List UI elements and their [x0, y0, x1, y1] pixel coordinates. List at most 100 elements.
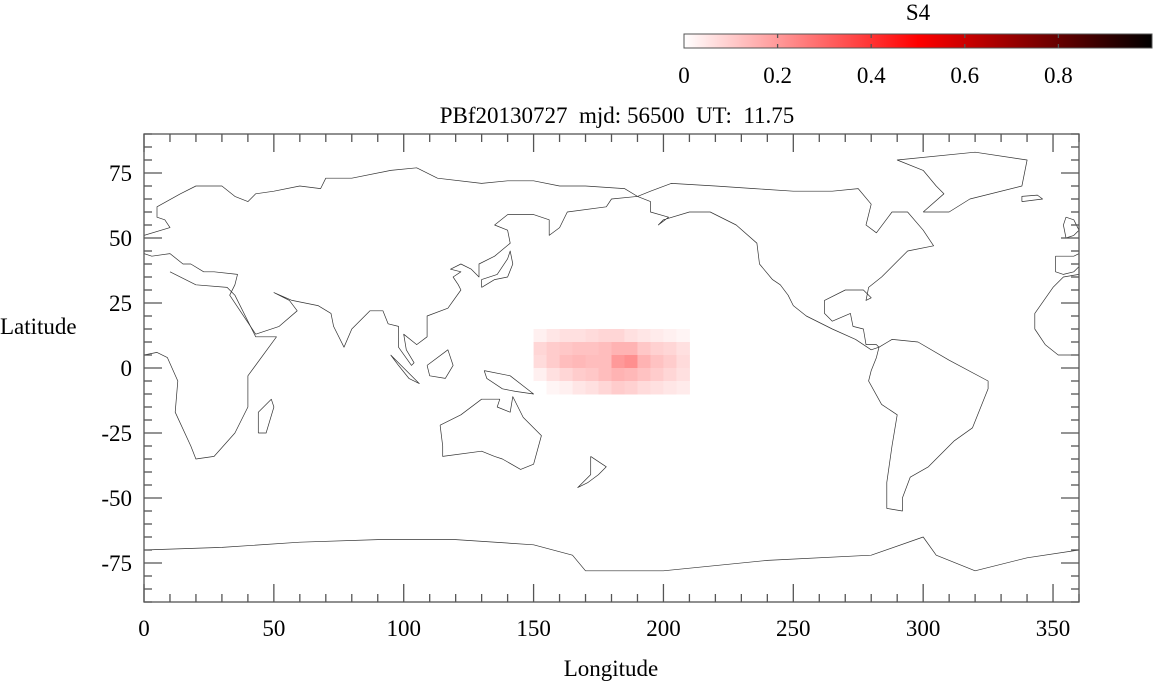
y-axis-label: Latitude — [0, 314, 77, 339]
heatmap-cell — [598, 329, 612, 343]
heatmap-cell — [572, 342, 587, 356]
heatmap-cell — [572, 381, 587, 395]
x-tick-label: 100 — [386, 616, 421, 641]
colorbar: S4 0 0.2 0.4 0.6 0.8 — [678, 0, 1153, 88]
heatmap-cell — [585, 368, 600, 382]
heatmap-cell — [611, 342, 625, 356]
heatmap-cell — [611, 368, 625, 382]
coastline-africa-east — [144, 271, 277, 460]
heatmap-cell — [533, 355, 548, 369]
heatmap-cell — [598, 381, 612, 395]
heatmap-cell — [663, 355, 677, 369]
heatmap-cell — [572, 355, 587, 369]
heatmap-cell — [572, 368, 587, 382]
heatmap-cell — [546, 368, 561, 382]
x-tick-label: 350 — [1036, 616, 1071, 641]
coastline-iberia — [1055, 253, 1079, 275]
y-tick-label: -75 — [101, 551, 132, 576]
heatmap-cell — [624, 329, 638, 343]
coastline-antarctica — [144, 536, 1079, 572]
heatmap-cell — [663, 342, 677, 356]
heatmap-cell — [533, 342, 548, 356]
heatmap-cell — [546, 355, 561, 369]
heatmap-cell — [598, 368, 612, 382]
heatmap-cells — [533, 329, 690, 395]
heatmap-cell — [676, 355, 690, 369]
heatmap-cell — [611, 381, 625, 395]
heatmap-cell — [676, 381, 690, 395]
heatmap-cell — [585, 355, 600, 369]
y-tick-label: -25 — [101, 421, 132, 446]
coastline-britain — [1063, 216, 1079, 239]
coastline-iceland — [1021, 194, 1043, 202]
heatmap-cell — [637, 329, 651, 343]
coastline-africa-west — [1034, 274, 1079, 356]
heatmap-cell — [637, 342, 651, 356]
y-tick-label: 25 — [109, 291, 132, 316]
heatmap-cell — [585, 342, 600, 356]
y-tick-label: 0 — [121, 356, 133, 381]
coastline-north-america — [637, 183, 934, 351]
x-tick-label: 150 — [516, 616, 551, 641]
heatmap-cell — [559, 355, 574, 369]
heatmap-cell — [572, 329, 587, 343]
coastline-sumatra — [390, 354, 420, 384]
heatmap-cell — [598, 355, 612, 369]
heatmap-cell — [546, 381, 561, 395]
coastline-australia — [439, 396, 542, 470]
heatmap-cell — [585, 329, 600, 343]
coastline-eurasia — [144, 167, 638, 366]
coastline-borneo — [426, 349, 454, 379]
x-tick-label: 200 — [646, 616, 681, 641]
x-axis-label: Longitude — [564, 656, 659, 681]
colorbar-tick-label: 0.6 — [950, 63, 979, 88]
heatmap-cell — [533, 329, 548, 343]
heatmap-cell — [663, 368, 677, 382]
y-tick-label: -50 — [101, 486, 132, 511]
heatmap-cell — [650, 342, 664, 356]
heatmap-cell — [533, 381, 548, 395]
coastline-greenland — [896, 151, 1028, 213]
heatmap-cell — [637, 381, 651, 395]
heatmap-cell — [637, 355, 651, 369]
heatmap-cell — [559, 368, 574, 382]
heatmap-cell — [559, 329, 574, 343]
heatmap-cell — [624, 342, 638, 356]
heatmap-cell — [585, 381, 600, 395]
heatmap-cell — [611, 329, 625, 343]
heatmap-cell — [663, 381, 677, 395]
heatmap-cell — [650, 381, 664, 395]
y-tick-label: 50 — [109, 226, 132, 251]
heatmap-cell — [676, 342, 690, 356]
heatmap-cell — [676, 329, 690, 343]
x-tick-label: 0 — [138, 616, 150, 641]
x-tick-label: 300 — [906, 616, 941, 641]
coastlines — [144, 151, 1079, 572]
heatmap-cell — [559, 381, 574, 395]
colorbar-tick-label: 0.8 — [1044, 63, 1073, 88]
heatmap-cell — [546, 342, 561, 356]
heatmap-cell — [650, 368, 664, 382]
heatmap-cell — [663, 329, 677, 343]
heatmap-cell — [624, 381, 638, 395]
x-tick-label: 250 — [776, 616, 811, 641]
x-tick-label: 50 — [262, 616, 285, 641]
heatmap-cell — [676, 368, 690, 382]
heatmap-cell — [624, 355, 638, 369]
y-tick-label: 75 — [109, 161, 132, 186]
coastline-new-zealand — [577, 456, 607, 488]
heatmap-cell — [611, 355, 625, 369]
chart-title: PBf20130727 mjd: 56500 UT: 11.75 — [440, 103, 795, 128]
heatmap-cell — [559, 342, 574, 356]
heatmap-cell — [533, 368, 548, 382]
colorbar-label: S4 — [906, 0, 931, 25]
colorbar-tick-label: 0.4 — [857, 63, 886, 88]
colorbar-gradient — [683, 33, 1153, 49]
coastline-madagascar — [257, 398, 275, 434]
heatmap-cell — [650, 355, 664, 369]
heatmap-cell — [598, 342, 612, 356]
heatmap-cell — [546, 329, 561, 343]
heatmap-cell — [637, 368, 651, 382]
